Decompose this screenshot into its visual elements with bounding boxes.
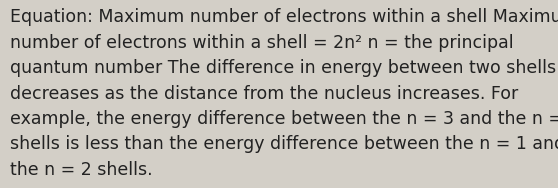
Text: quantum number The difference in energy between two shells: quantum number The difference in energy … — [10, 59, 556, 77]
Text: shells is less than the energy difference between the n = 1 and: shells is less than the energy differenc… — [10, 135, 558, 153]
Text: example, the energy difference between the n = 3 and the n = 4: example, the energy difference between t… — [10, 110, 558, 128]
Text: number of electrons within a shell = 2n² n = the principal: number of electrons within a shell = 2n²… — [10, 34, 514, 52]
Text: the n = 2 shells.: the n = 2 shells. — [10, 161, 153, 179]
Text: decreases as the distance from the nucleus increases. For: decreases as the distance from the nucle… — [10, 85, 518, 103]
Text: Equation: Maximum number of electrons within a shell Maximum: Equation: Maximum number of electrons wi… — [10, 8, 558, 27]
